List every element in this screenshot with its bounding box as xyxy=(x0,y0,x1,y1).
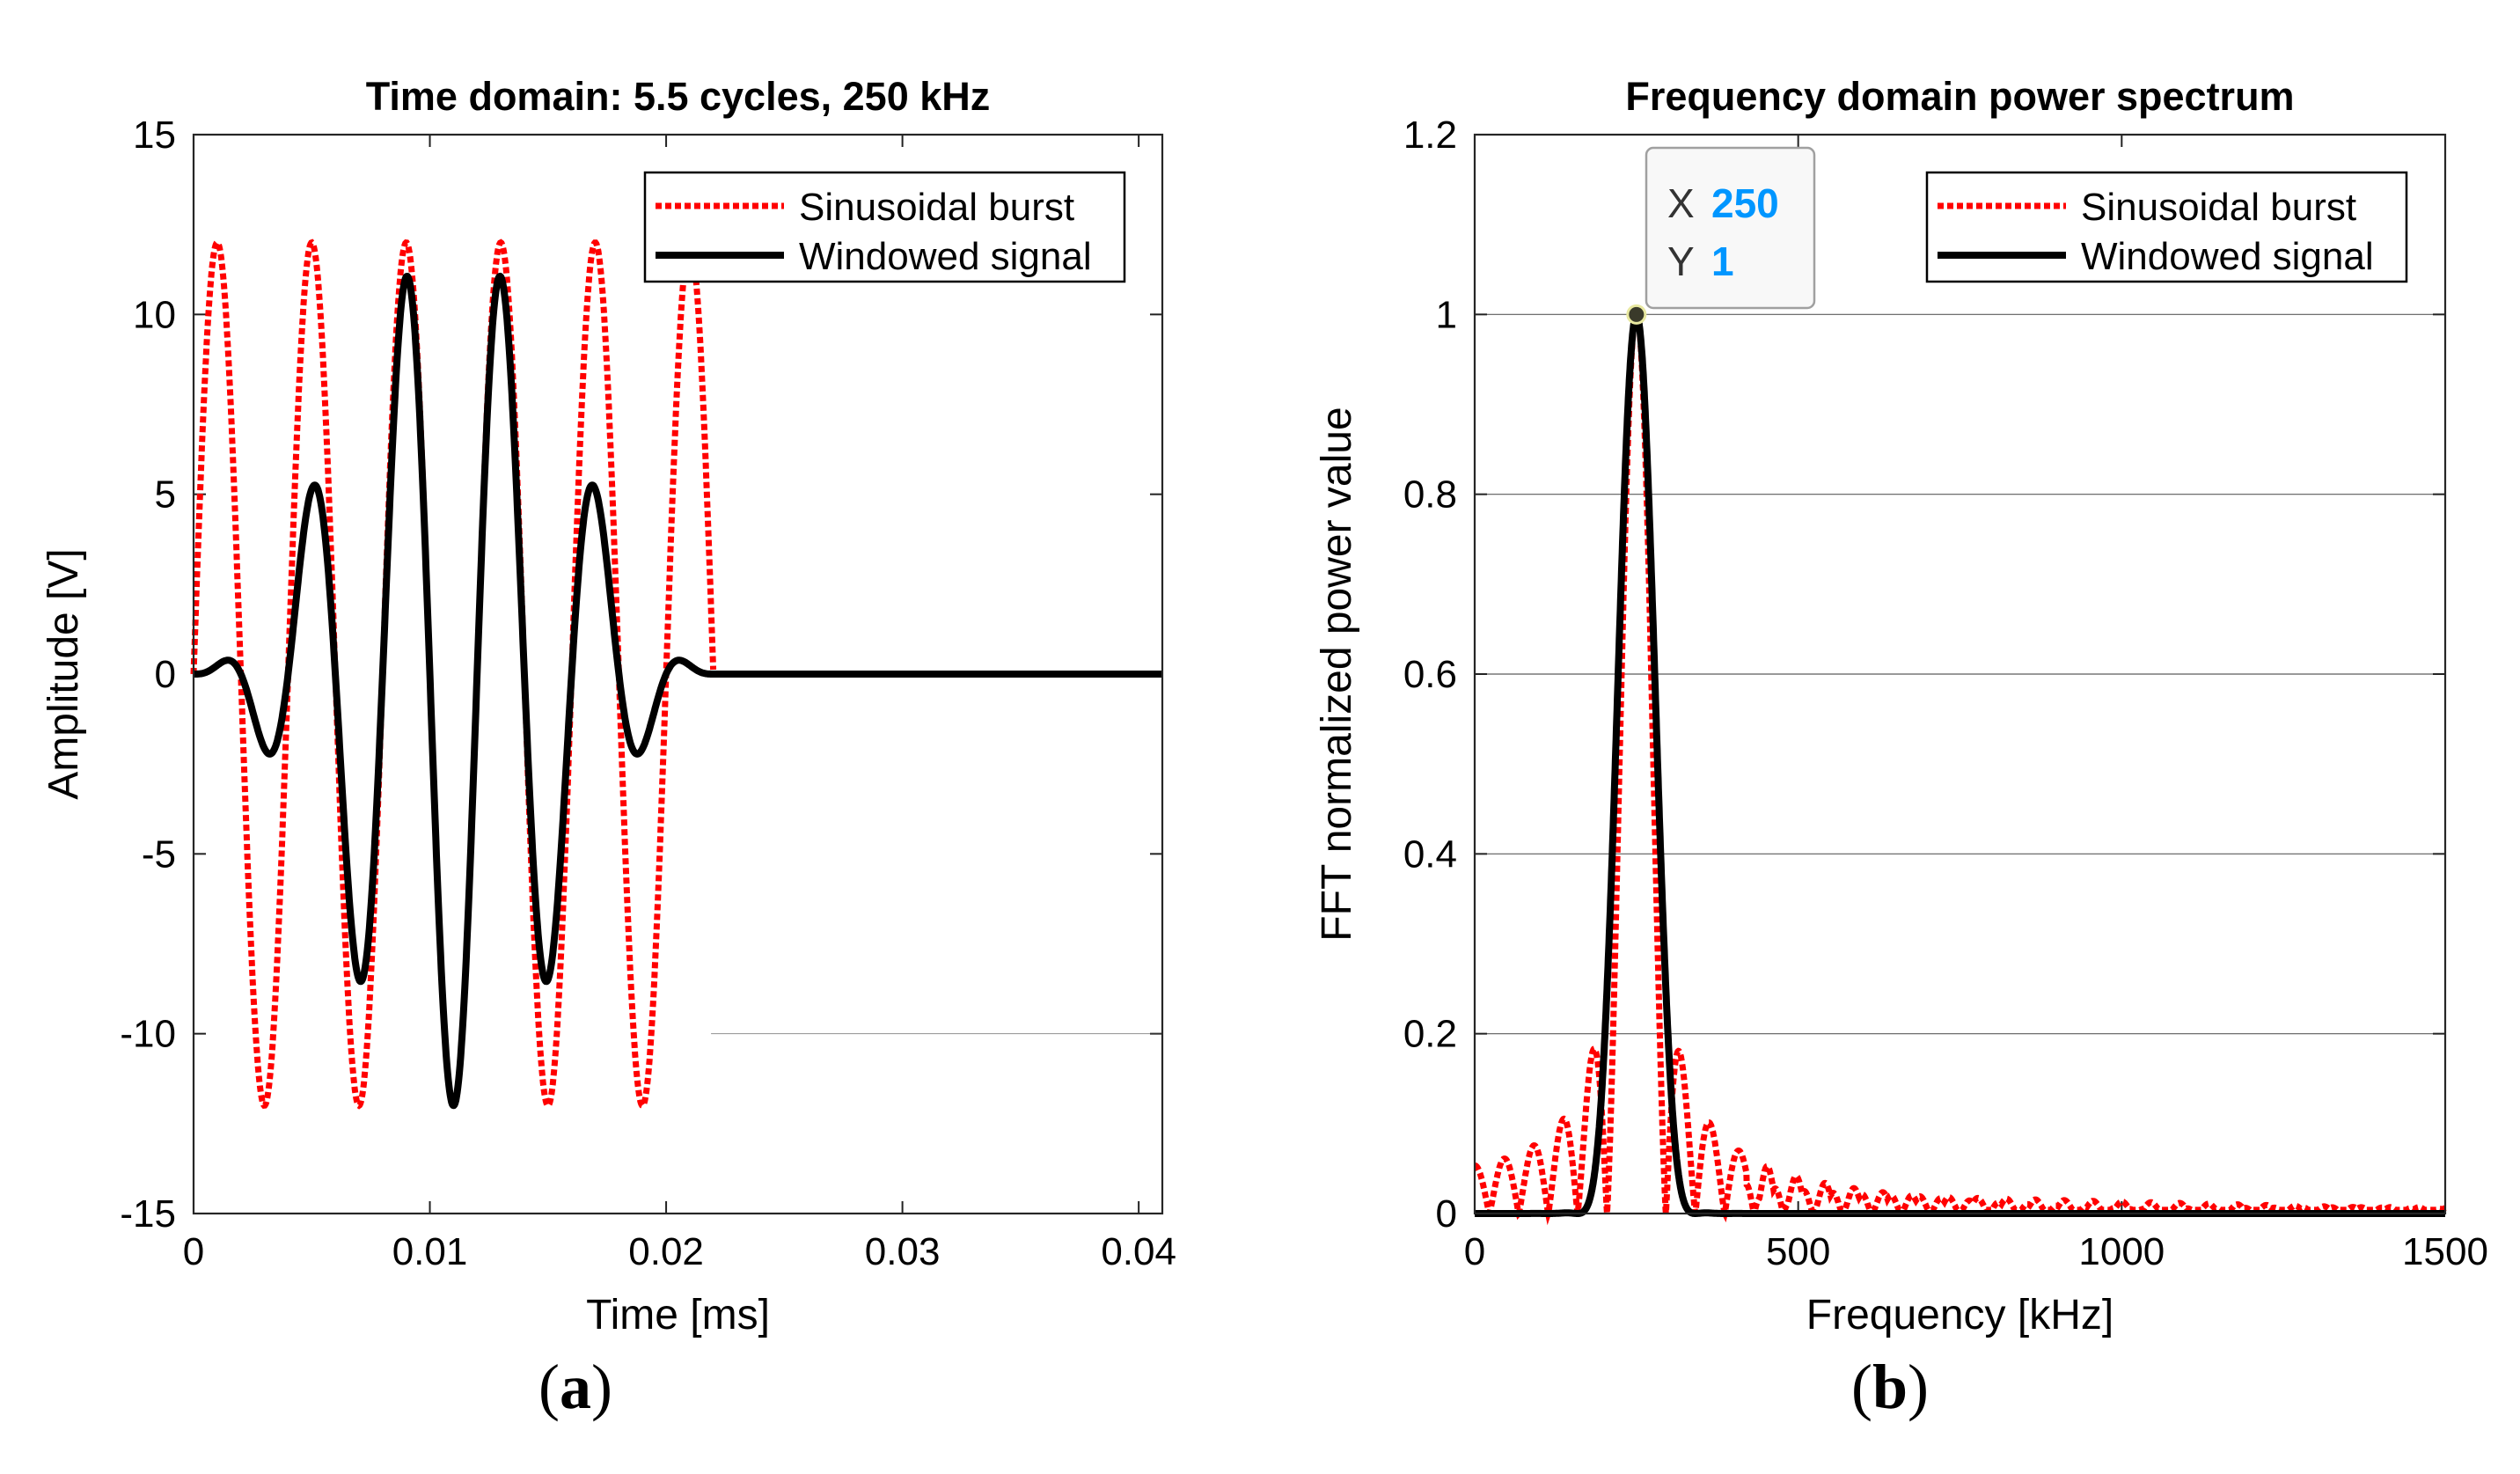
time-domain-chart: -15 -10 -5 0 5 10 15 0 0.01 0.02 0.03 0.04 Time doma… xyxy=(40,74,1176,1338)
y-axis-label: Amplitude [V] xyxy=(40,548,87,799)
y-tick-label: 1 xyxy=(1436,293,1457,336)
legend-box xyxy=(1925,171,2408,283)
x-tick-label: 0 xyxy=(1464,1230,1485,1273)
y-tick-label: -15 xyxy=(120,1192,176,1236)
axes-box xyxy=(1473,133,2447,1215)
datatip-box xyxy=(1645,146,1816,310)
x-tick-label: 0 xyxy=(183,1230,204,1273)
chart-title: Frequency domain power spectrum xyxy=(1625,74,2294,119)
y-tick-label: 0.2 xyxy=(1403,1013,1457,1056)
caption-b: (b) xyxy=(1851,1352,1930,1422)
legend-label-burst: Sinusoidal burst xyxy=(2081,186,2356,229)
y-tick-label: 15 xyxy=(133,114,176,157)
y-tick-label: -5 xyxy=(142,832,176,876)
x-axis-label: Time [ms] xyxy=(586,1292,770,1338)
legend-label-windowed: Windowed signal xyxy=(799,235,1092,278)
y-axis-label: FFT normalized power value xyxy=(1314,407,1360,941)
x-tick-label: 1500 xyxy=(2402,1230,2488,1273)
y-tick-label: 10 xyxy=(133,293,176,336)
x-tick-label: 500 xyxy=(1766,1230,1830,1273)
frequency-domain-chart: 0 0.2 0.4 0.6 0.8 1 1.2 0 500 1000 1500 Frequency d… xyxy=(1314,74,2488,1338)
legend-label-windowed: Windowed signal xyxy=(2081,235,2374,278)
y-tick-label: 0 xyxy=(155,653,176,696)
axes-box xyxy=(192,133,1164,1215)
x-tick-label: 1000 xyxy=(2078,1230,2165,1273)
y-tick-label: -10 xyxy=(120,1013,176,1056)
x-tick-label: 0.04 xyxy=(1101,1230,1176,1273)
series-windowed-signal xyxy=(190,272,1166,1110)
y-tick-label: 0.8 xyxy=(1403,473,1457,517)
x-axis-label: Frequency [kHz] xyxy=(1806,1292,2113,1338)
x-tick-label: 0.01 xyxy=(392,1230,468,1273)
datatip-x-value: 250 xyxy=(1711,180,1779,226)
caption-a: (a) xyxy=(538,1352,612,1422)
y-tick-label: 0.6 xyxy=(1403,653,1457,696)
series-sinusoidal-burst xyxy=(190,238,717,1110)
y-tick-label: 0.4 xyxy=(1403,832,1457,876)
chart-title: Time domain: 5.5 cycles, 250 kHz xyxy=(366,74,991,119)
x-tick-label: 0.02 xyxy=(628,1230,704,1273)
legend-box xyxy=(643,171,1126,283)
x-tick-label: 0.03 xyxy=(865,1230,941,1273)
datatip-marker xyxy=(1626,304,1647,325)
y-tick-label: 0 xyxy=(1436,1192,1457,1236)
series-sinusoidal-burst xyxy=(1474,311,2447,1226)
datatip-x-label: X xyxy=(1667,180,1695,226)
y-tick-label: 1.2 xyxy=(1403,114,1457,157)
datatip-y-value: 1 xyxy=(1711,238,1734,284)
legend-label-burst: Sinusoidal burst xyxy=(799,186,1074,229)
datatip-y-label: Y xyxy=(1667,238,1695,284)
y-tick-label: 5 xyxy=(155,473,176,517)
